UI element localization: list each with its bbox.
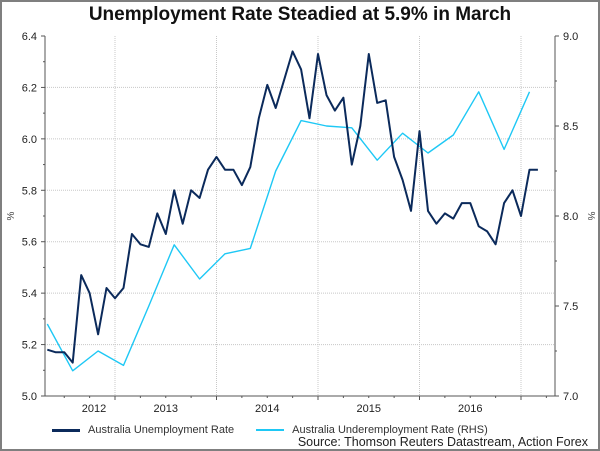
x-tick-label: 2014: [255, 403, 279, 415]
y-tick-label-right: 9.0: [563, 31, 578, 43]
y-tick-label-right: 8.0: [563, 211, 578, 223]
x-tick-label: 2015: [357, 403, 381, 415]
legend: Australia Unemployment Rate Australia Un…: [52, 424, 488, 436]
legend-item-underemployment: Australia Underemployment Rate (RHS): [256, 424, 488, 436]
legend-item-unemployment: Australia Unemployment Rate: [52, 424, 234, 436]
y-tick-label-left: 6.4: [22, 31, 37, 43]
legend-swatch-unemployment: [52, 428, 80, 432]
series-line-unemployment: [47, 50, 538, 364]
y-tick-label-left: 6.2: [22, 82, 37, 94]
legend-label-underemployment: Australia Underemployment Rate (RHS): [292, 424, 488, 436]
y-axis-label-left: %: [6, 211, 17, 220]
series-line-underemployment: [46, 91, 531, 372]
x-tick-label: 2013: [154, 403, 178, 415]
y-tick-label-right: 7.5: [563, 301, 578, 313]
y-tick-label-left: 5.8: [22, 185, 37, 197]
y-axis-label-right: %: [585, 212, 596, 221]
x-tick-label: 2016: [458, 403, 482, 415]
y-tick-label-right: 7.0: [563, 391, 578, 403]
y-tick-label-left: 5.4: [22, 288, 37, 300]
source-note: Source: Thomson Reuters Datastream, Acti…: [297, 435, 588, 449]
legend-label-unemployment: Australia Unemployment Rate: [88, 424, 235, 436]
y-tick-label-left: 5.0: [22, 391, 37, 403]
x-tick-label: 2012: [82, 403, 106, 415]
y-tick-label-right: 8.5: [563, 121, 578, 133]
y-tick-label-left: 6.0: [22, 134, 37, 146]
chart-title: Unemployment Rate Steadied at 5.9% in Ma…: [88, 4, 512, 25]
y-tick-label-left: 5.6: [22, 237, 37, 249]
y-tick-label-left: 5.2: [22, 340, 37, 352]
legend-swatch-underemployment: [256, 429, 285, 431]
